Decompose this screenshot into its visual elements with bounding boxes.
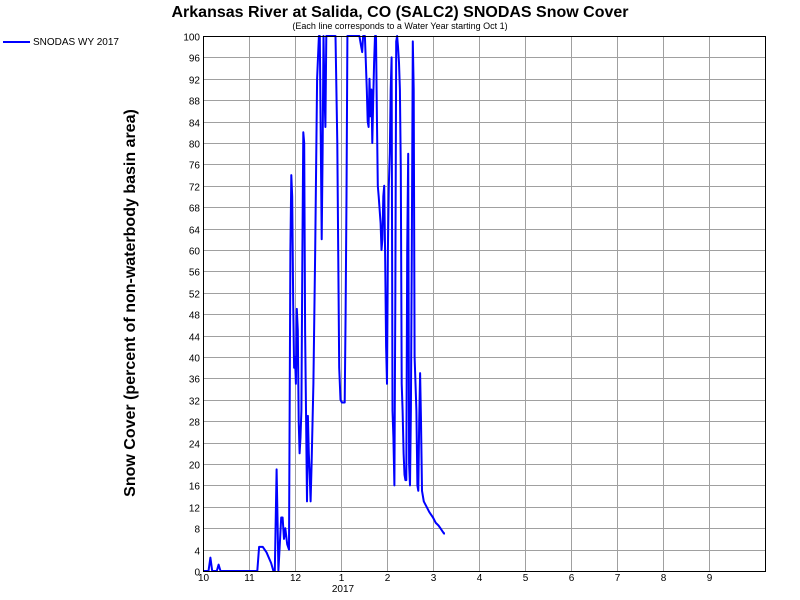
chart-title: Arkansas River at Salida, CO (SALC2) SNO…	[171, 4, 628, 21]
y-tick-label: 24	[189, 440, 201, 451]
y-tick-label: 68	[189, 204, 201, 215]
chart-subtitle: (Each line corresponds to a Water Year s…	[292, 21, 507, 31]
y-tick-label: 100	[183, 33, 200, 44]
x-tick-label: 5	[523, 573, 529, 584]
y-tick-label: 12	[189, 504, 201, 515]
x-tick-label: 7	[615, 573, 621, 584]
y-tick-label: 76	[189, 161, 201, 172]
y-tick-label: 80	[189, 140, 201, 151]
grid	[203, 36, 765, 572]
y-tick-label: 52	[189, 290, 201, 301]
y-tick-label: 92	[189, 76, 201, 87]
y-tick-label: 28	[189, 418, 201, 429]
y-tick-label: 48	[189, 311, 201, 322]
x-tick-label: 2	[385, 573, 391, 584]
y-tick-label: 0	[194, 568, 200, 579]
y-tick-label: 20	[189, 461, 201, 472]
legend-label: SNODAS WY 2017	[33, 37, 119, 48]
y-tick-label: 96	[189, 54, 201, 65]
y-tick-label: 4	[194, 547, 200, 558]
x-tick-labels: 10 11 12 1 2 3 4 5 6 7 8 9	[198, 573, 713, 584]
legend: SNODAS WY 2017	[3, 37, 119, 48]
y-tick-label: 64	[189, 226, 201, 237]
series-line	[203, 35, 445, 572]
y-tick-label: 84	[189, 119, 201, 130]
y-tick-label: 8	[194, 525, 200, 536]
x-tick-label: 8	[661, 573, 667, 584]
x-tick-label: 12	[290, 573, 302, 584]
series-lines	[203, 35, 445, 572]
x-tick-label: 11	[244, 573, 255, 584]
y-tick-label: 32	[189, 397, 201, 408]
plot-frame	[203, 36, 766, 572]
x-tick-label: 10	[198, 573, 210, 584]
y-tick-label: 44	[189, 333, 201, 344]
x-tick-label: 1	[339, 573, 345, 584]
y-tick-label: 36	[189, 375, 201, 386]
x-tick-label: 9	[707, 573, 713, 584]
x-tick-label: 6	[569, 573, 575, 584]
y-tick-label: 72	[189, 183, 201, 194]
y-tick-label: 60	[189, 247, 201, 258]
y-tick-labels: 0481216202428323640444852566064687276808…	[183, 33, 200, 579]
y-tick-label: 16	[189, 482, 201, 493]
x-year-label: 2017	[332, 584, 355, 595]
y-axis-label: Snow Cover (percent of non-waterbody bas…	[122, 109, 139, 497]
y-tick-label: 88	[189, 97, 201, 108]
x-tick-label: 4	[477, 573, 483, 584]
y-tick-label: 56	[189, 268, 201, 279]
x-tick-label: 3	[431, 573, 437, 584]
y-tick-label: 40	[189, 354, 201, 365]
